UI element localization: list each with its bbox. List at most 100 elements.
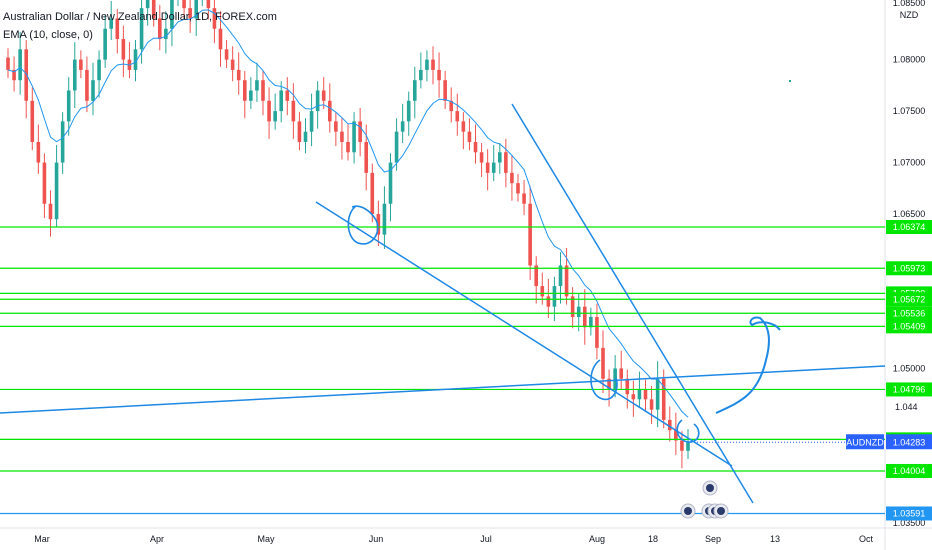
candle-body (674, 430, 678, 441)
candle-body (637, 389, 642, 400)
level-price-tag (886, 220, 932, 234)
candle-body (48, 203, 53, 220)
candle-body (582, 306, 587, 328)
candle-body (589, 316, 593, 328)
candle-body (473, 141, 478, 153)
level-price-label: 1.03591 (893, 508, 926, 518)
candle-body (151, 0, 156, 19)
level-price-tag (886, 463, 932, 478)
candle-body (121, 39, 126, 60)
candle-body (66, 90, 71, 122)
candle-body (370, 172, 375, 215)
candle-body (327, 100, 332, 122)
circle-annotation-jun[interactable] (347, 205, 379, 245)
candle-body (643, 389, 648, 400)
candle-body (625, 378, 630, 395)
candle-body (139, 8, 144, 50)
candle-body (30, 100, 35, 142)
axis-tick-label: 1.08000 (893, 55, 926, 65)
candle-body (431, 59, 435, 70)
candle-body (376, 214, 381, 235)
time-axis-label: 13 (770, 534, 780, 544)
candle-body (516, 183, 520, 194)
candle-body (115, 18, 120, 40)
candle-body (303, 131, 308, 142)
upper-trendline[interactable] (511, 103, 754, 504)
circle-annotation-late-aug[interactable] (676, 419, 700, 443)
long-trendline[interactable] (0, 365, 886, 414)
time-axis-label: 18 (648, 534, 658, 544)
candle-body (285, 90, 290, 101)
candle-body (552, 286, 557, 307)
candle-body (236, 69, 241, 81)
candle-body (364, 141, 369, 173)
level-price-tag (886, 306, 932, 321)
level-price-tag (886, 261, 932, 276)
projection-arrow[interactable] (715, 316, 781, 414)
candle-body (291, 100, 296, 122)
candle-body (394, 131, 399, 163)
axis-tick-label: 1.07000 (893, 158, 926, 168)
candle-body (218, 28, 223, 50)
candle-body (97, 59, 101, 81)
candle-body (334, 121, 338, 132)
candle-body (570, 296, 575, 317)
candle-body (491, 162, 496, 173)
candle-body (242, 80, 247, 101)
candle-body (315, 90, 320, 112)
level-price-label: 1.05973 (893, 263, 926, 273)
candle-body (522, 193, 526, 204)
symbol-tag-label: AUDNZD (846, 437, 884, 447)
axis-tick-label: 1.03500 (893, 518, 926, 528)
candle-body (546, 296, 551, 307)
candle-body (188, 8, 192, 19)
level-price-tag (886, 506, 932, 521)
candle-body (297, 121, 302, 142)
candle-body (321, 90, 326, 101)
candle-body (540, 286, 545, 297)
candle-body (595, 316, 599, 348)
candle-body (340, 131, 344, 142)
candle-body (388, 162, 393, 204)
candle-body (54, 162, 59, 220)
flag-icon (717, 507, 725, 515)
candle-body (249, 90, 253, 101)
candle-body (273, 111, 277, 122)
candle-body (497, 152, 502, 163)
candle-body (133, 49, 138, 70)
candle-body (109, 18, 114, 29)
candle-body (425, 59, 429, 70)
candle-body (461, 121, 466, 132)
candle-body (564, 265, 569, 297)
candle-body (72, 59, 77, 91)
time-axis-label: Apr (150, 534, 164, 544)
lower-trendline[interactable] (315, 201, 733, 467)
candle-body (157, 18, 162, 40)
candle-body (406, 100, 411, 122)
candle-body (91, 80, 95, 101)
time-axis-label: Jun (369, 534, 384, 544)
candle-body (255, 80, 259, 91)
time-axis-label: Sep (705, 534, 721, 544)
candle-body (534, 265, 539, 287)
candle-body (467, 131, 472, 142)
candle-body (6, 57, 10, 70)
flag-icon (706, 484, 714, 492)
candle-body (649, 399, 654, 410)
candle-body (60, 121, 65, 163)
level-price-tag (886, 382, 932, 397)
stray-marker (789, 80, 791, 82)
candle-body (400, 121, 405, 132)
level-price-label: 1.06374 (893, 222, 926, 232)
candle-body (212, 8, 217, 29)
candle-body (145, 0, 150, 9)
candle-body (382, 203, 387, 235)
circle-annotation-aug[interactable] (590, 359, 618, 401)
candle-body (667, 419, 672, 431)
candle-body (680, 440, 684, 451)
time-axis-label: Oct (859, 534, 874, 544)
candle-body (437, 69, 441, 81)
time-axis-label: Mar (34, 534, 50, 544)
level-price-label: 1.05409 (893, 321, 926, 331)
